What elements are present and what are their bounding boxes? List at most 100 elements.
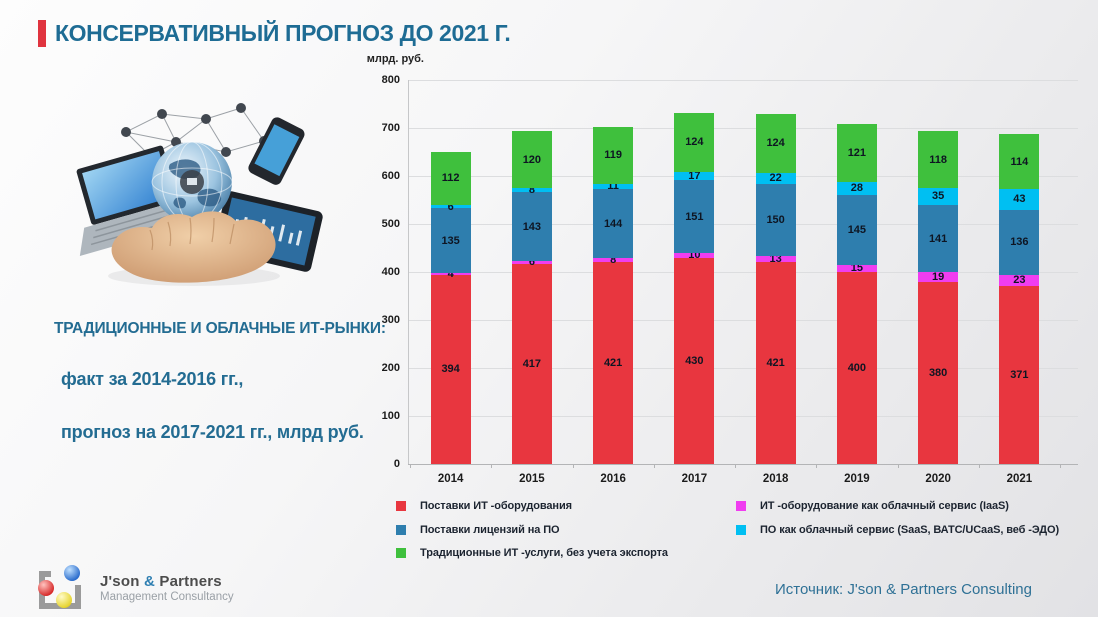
bar-segment	[674, 172, 715, 181]
bar-segment	[836, 272, 877, 464]
bar-segment	[836, 195, 877, 265]
x-tick-label: 2016	[600, 473, 626, 485]
x-tick-label: 2021	[1006, 473, 1033, 485]
bar-value-label: 23	[1013, 274, 1026, 287]
bar-segment	[755, 183, 796, 256]
y-tick-label: 500	[381, 218, 400, 230]
x-axis-tick	[491, 464, 493, 468]
phone-icon	[248, 117, 305, 185]
bar-value-label: 417	[522, 357, 542, 370]
bar-segment	[674, 257, 715, 464]
bar-value-label: 114	[1010, 155, 1029, 168]
bar-value-label: 124	[766, 137, 785, 150]
y-tick-label: 400	[381, 266, 400, 278]
bar-value-label: 8	[528, 184, 535, 197]
bar-value-label: 6	[528, 256, 535, 269]
x-axis-tick	[978, 464, 980, 468]
subtitle-markets: ТРАДИЦИОННЫЕ И ОБЛАЧНЫЕ ИТ-РЫНКИ:	[54, 320, 386, 337]
bar-segment	[511, 130, 552, 189]
y-tick-label: 700	[381, 122, 400, 134]
bar-segment	[836, 123, 877, 182]
bar-value-label: 15	[850, 262, 863, 275]
y-tick-label: 800	[381, 74, 400, 86]
x-tick-label: 2019	[844, 473, 870, 485]
bar-value-label: 144	[603, 217, 623, 230]
logo-tagline: Management Consultancy	[100, 591, 234, 603]
bar-value-label: 145	[847, 224, 867, 236]
legend-label: Традиционные ИТ -услуги, без учета экспо…	[420, 547, 668, 559]
bar-segment	[918, 188, 959, 205]
legend-item: Поставки лицензий на ПО	[396, 524, 560, 536]
bar-segment	[430, 274, 471, 464]
bar-value-label: 421	[603, 356, 623, 369]
legend-swatch-icon	[396, 524, 406, 535]
x-axis-tick	[572, 464, 574, 468]
bar-segment	[593, 188, 634, 259]
legend-item: Поставки ИТ -оборудования	[396, 500, 572, 512]
bar-segment	[755, 113, 796, 174]
bar-segment	[755, 173, 796, 184]
y-tick-label: 300	[381, 314, 400, 326]
bar-value-label: 150	[766, 213, 785, 226]
legend-item: ПО как облачный сервис (SaaS, ВАТС/UCaaS…	[736, 524, 1059, 536]
gridline	[408, 224, 1078, 225]
bar-segment	[430, 205, 471, 209]
bar-segment	[999, 209, 1040, 275]
bar-value-label: 380	[928, 366, 948, 379]
subtitle-fact: факт за 2014-2016 гг.,	[61, 369, 244, 389]
bar-value-label: 394	[441, 363, 460, 376]
y-tick-label: 200	[381, 362, 400, 374]
x-tick-label: 2015	[519, 473, 545, 485]
gridline	[408, 176, 1078, 177]
bar-segment	[999, 188, 1040, 210]
bar-value-label: 17	[688, 170, 701, 183]
bar-segment	[593, 183, 634, 189]
x-axis-line	[408, 464, 1078, 465]
header: КОНСЕРВАТИВНЫЙ ПРОГНОЗ ДО 2021 Г.	[38, 20, 511, 47]
bar-value-label: 151	[685, 210, 704, 223]
bar-value-label: 8	[610, 254, 617, 266]
page-title: КОНСЕРВАТИВНЫЙ ПРОГНОЗ ДО 2021 Г.	[55, 20, 511, 46]
bar-segment	[674, 180, 715, 253]
x-axis-tick	[735, 464, 736, 468]
bar-value-label: 118	[929, 153, 947, 166]
legend-swatch-icon	[736, 524, 746, 535]
bar-segment	[511, 188, 552, 193]
subtitle-forecast: прогноз на 2017-2021 гг., млрд руб.	[61, 422, 364, 442]
y-tick-label: 100	[381, 410, 400, 422]
bar-value-label: 120	[522, 153, 542, 166]
gridline	[408, 80, 1078, 81]
x-axis-tick	[816, 464, 818, 468]
hands	[108, 211, 280, 286]
logo-text: J'son & Partners Management Consultancy	[100, 573, 234, 603]
bar-value-label: 124	[685, 136, 704, 149]
bar-segment	[593, 258, 634, 262]
bar-value-label: 6	[447, 200, 454, 213]
bar-segment	[593, 126, 634, 184]
gridline	[408, 416, 1078, 417]
bar-value-label: 400	[847, 362, 867, 374]
bar-value-label: 4	[447, 267, 454, 280]
x-axis-tick	[410, 464, 411, 468]
bar-segment	[593, 261, 634, 464]
bar-segment	[918, 281, 959, 464]
x-axis-tick	[1060, 464, 1061, 468]
title-accent-bar	[38, 20, 46, 47]
bar-value-label: 135	[441, 234, 460, 247]
bar-segment	[511, 192, 552, 261]
bar-value-label: 28	[850, 182, 863, 195]
gridline	[408, 368, 1078, 369]
bar-segment	[918, 131, 959, 188]
bar-segment	[430, 151, 471, 206]
legend-label: ПО как облачный сервис (SaaS, ВАТС/UCaaS…	[760, 523, 1060, 536]
legend-item: Традиционные ИТ -услуги, без учета экспо…	[396, 547, 668, 559]
x-axis-tick	[897, 464, 899, 468]
y-axis-line	[408, 80, 409, 464]
bar-segment	[674, 252, 715, 258]
legend-label: ИТ -оборудование как облачный сервис (Ia…	[760, 500, 1009, 512]
bar-value-label: 430	[685, 354, 704, 367]
bar-segment	[674, 112, 715, 173]
